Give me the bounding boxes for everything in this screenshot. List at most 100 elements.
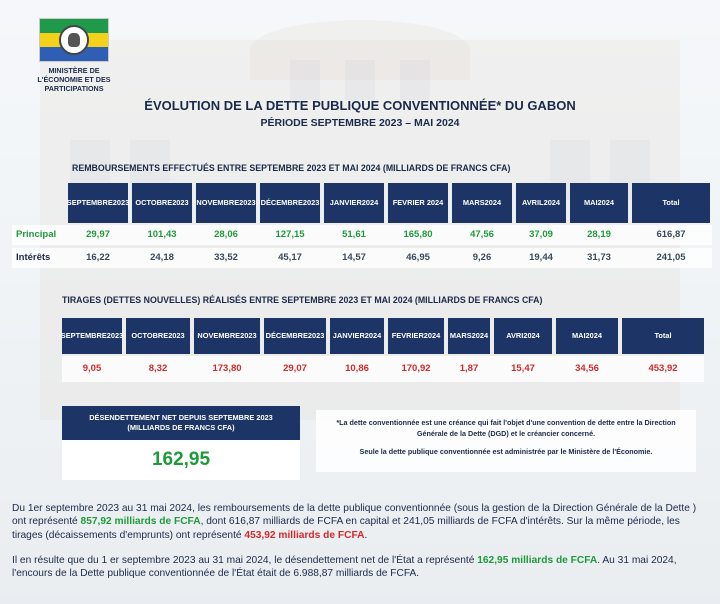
column-header-month: DÉCEMBRE bbox=[265, 331, 308, 340]
p2-text-a: Il en résulte que du 1 er septembre 2023… bbox=[12, 555, 478, 566]
column-header-month: OCTOBRE bbox=[135, 198, 173, 207]
column-header-month: FEVRIER 2024 bbox=[392, 198, 444, 207]
column-header-month: AVRI bbox=[506, 331, 524, 340]
column-header-month: Total bbox=[654, 331, 672, 340]
column-header-year: 2024 bbox=[361, 198, 379, 207]
p1-total-repayments: 857,92 milliards de FCFA bbox=[80, 516, 201, 528]
table-row bbox=[12, 248, 712, 268]
column-header-year: 2024 bbox=[364, 331, 382, 340]
column-header-month: MARS bbox=[449, 331, 472, 340]
table-cell: 31,73 bbox=[587, 252, 611, 263]
table-cell: 28,06 bbox=[214, 229, 238, 240]
column-header: FEVRIER 2024 bbox=[388, 318, 444, 354]
table-cell: 47,56 bbox=[470, 229, 494, 240]
column-header-year: 2023 bbox=[172, 198, 189, 207]
column-header: JANVIER 2024 bbox=[330, 318, 384, 354]
table-cell: 1,87 bbox=[459, 363, 479, 374]
column-header-year: 2024 bbox=[523, 331, 540, 340]
row-label: Principal bbox=[16, 229, 57, 240]
p2-text-b: . Au 31 mai 2024, l'encours de la Dette … bbox=[12, 555, 677, 580]
column-header-year: 2023 bbox=[240, 331, 257, 340]
column-header-year: 2024 bbox=[484, 198, 502, 207]
table-cell: 15,47 bbox=[511, 363, 535, 374]
table-cell: 29,97 bbox=[86, 229, 110, 240]
table-cell: 10,86 bbox=[345, 363, 369, 374]
page-title: ÉVOLUTION DE LA DETTE PUBLIQUE CONVENTIO… bbox=[144, 98, 576, 113]
column-header-year: 2024 bbox=[471, 331, 489, 340]
column-header: MARS 2024 bbox=[448, 318, 490, 354]
column-header-year: 2023 bbox=[307, 331, 325, 340]
column-header-year: 2024 bbox=[585, 331, 602, 340]
column-header-year: 2023 bbox=[302, 198, 320, 207]
column-header-year: 2023 bbox=[239, 198, 256, 207]
column-header: MAI 2024 bbox=[556, 318, 618, 354]
column-header-month: AVRIL bbox=[521, 198, 544, 207]
table-cell: 24,18 bbox=[150, 252, 174, 263]
column-header: SEPTEMBRE 2023 bbox=[60, 318, 124, 354]
column-header-month: DÉCEMBRE bbox=[260, 198, 303, 207]
note-administration: Seule la dette publique conventionnée es… bbox=[359, 447, 653, 456]
ministry-logo: MINISTÈRE DE L'ÉCONOMIE ET DES PARTICIPA… bbox=[34, 18, 114, 93]
column-header-month: Total bbox=[662, 198, 680, 207]
table-cell: 51,61 bbox=[342, 229, 366, 240]
table-cell: 453,92 bbox=[648, 363, 678, 374]
table-cell: 14,57 bbox=[342, 252, 366, 263]
column-header: FEVRIER 2024 bbox=[388, 183, 448, 223]
column-header: AVRI 2024 bbox=[494, 318, 552, 354]
column-header-year: 2024 bbox=[597, 198, 614, 207]
ministry-name: MINISTÈRE DE L'ÉCONOMIE ET DES PARTICIPA… bbox=[37, 66, 111, 93]
table-cell: 16,22 bbox=[86, 252, 110, 263]
column-header-month: MAI bbox=[571, 331, 586, 340]
p1-text-c: . bbox=[364, 529, 368, 541]
column-header-month: SEPTEMBRE bbox=[60, 331, 107, 340]
table-cell: 28,19 bbox=[587, 229, 611, 240]
table-cell: 127,15 bbox=[275, 229, 305, 240]
column-header-month: MAI bbox=[583, 198, 598, 207]
column-header: SEPTEMBRE 2023 bbox=[66, 183, 130, 223]
column-header-month: FEVRIER bbox=[391, 331, 424, 340]
coat-of-arms-icon bbox=[59, 25, 89, 55]
desendettement-value: 162,95 bbox=[151, 449, 211, 470]
p1-total-draws: 453,92 milliards de FCFA bbox=[244, 529, 365, 541]
column-header: Total bbox=[632, 183, 710, 223]
table-cell: 173,80 bbox=[212, 363, 242, 374]
column-header-month: MARS bbox=[462, 198, 485, 207]
column-header: MARS 2024 bbox=[452, 183, 512, 223]
column-header-month: SEPTEMBRE bbox=[66, 198, 113, 207]
column-header-month: NOVEMBRE bbox=[196, 198, 240, 207]
table-cell: 29,07 bbox=[283, 363, 307, 374]
column-header: AVRIL 2024 bbox=[516, 183, 566, 223]
column-header: DÉCEMBRE 2023 bbox=[260, 183, 320, 223]
table-cell: 33,52 bbox=[214, 252, 238, 263]
table-cell: 19,44 bbox=[529, 252, 553, 263]
column-header-month: JANVIER bbox=[332, 331, 365, 340]
tirages-label: TIRAGES (DETTES NOUVELLES) RÉALISÉS ENTR… bbox=[62, 295, 543, 305]
desendettement-box: 162,95 bbox=[62, 440, 300, 480]
table-cell: 9,26 bbox=[472, 252, 492, 263]
column-header: NOVEMBRE 2023 bbox=[196, 183, 256, 223]
table-row bbox=[12, 225, 712, 245]
column-header: OCTOBRE 2023 bbox=[126, 318, 190, 354]
row-label: Intérêts bbox=[16, 252, 51, 263]
table-cell: 9,05 bbox=[82, 363, 102, 374]
table-row bbox=[62, 356, 704, 382]
table-cell: 101,43 bbox=[147, 229, 177, 240]
desendettement-header: DÉSENDETTEMENT NET DEPUIS SEPTEMBRE 2023… bbox=[62, 406, 300, 440]
column-header: OCTOBRE 2023 bbox=[132, 183, 192, 223]
column-header: JANVIER 2024 bbox=[324, 183, 384, 223]
column-header-year: 2023 bbox=[168, 331, 185, 340]
p1-text-a: Du 1er septembre 2023 au 31 mai 2024, le… bbox=[12, 503, 697, 528]
column-header-year: 2024 bbox=[423, 331, 441, 340]
column-header-year: 2023 bbox=[106, 331, 124, 340]
table-cell: 45,17 bbox=[278, 252, 302, 263]
page-subtitle: PÉRIODE SEPTEMBRE 2023 – MAI 2024 bbox=[260, 117, 460, 129]
column-header-month: JANVIER bbox=[329, 198, 362, 207]
column-header: Total bbox=[622, 318, 704, 354]
table-cell: 241,05 bbox=[656, 252, 686, 263]
column-header-year: 2023 bbox=[112, 198, 130, 207]
table-cell: 34,56 bbox=[575, 363, 599, 374]
table-cell: 46,95 bbox=[406, 252, 430, 263]
column-header: DÉCEMBRE 2023 bbox=[264, 318, 326, 354]
table-cell: 8,32 bbox=[148, 363, 168, 374]
